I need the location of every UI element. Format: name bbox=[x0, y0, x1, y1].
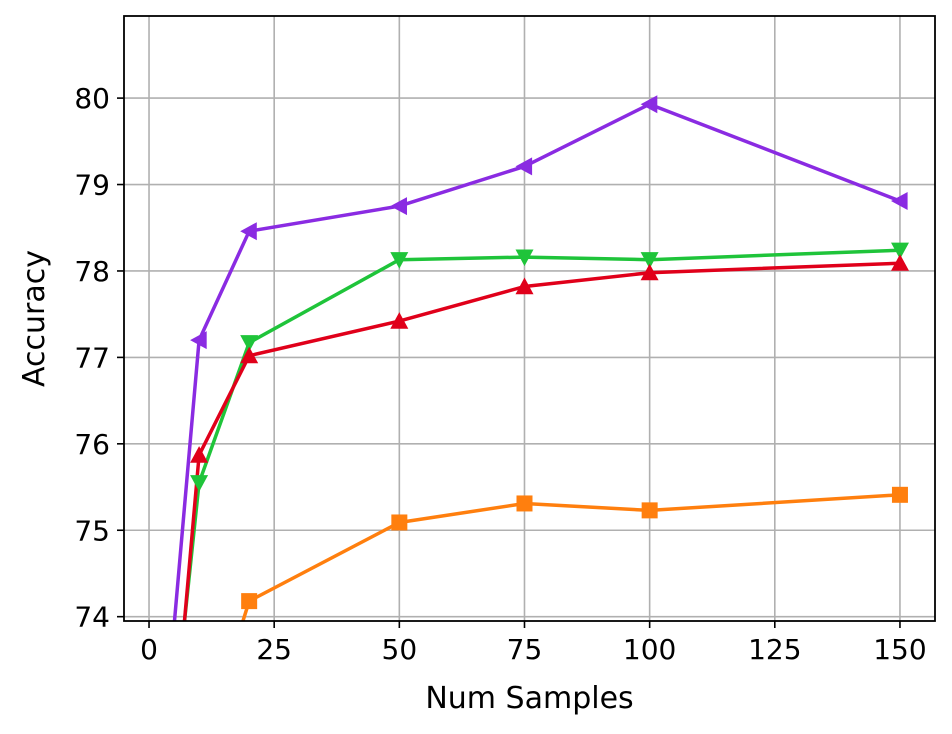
marker-group bbox=[190, 95, 909, 610]
data-point-marker bbox=[240, 335, 259, 352]
data-point-marker bbox=[640, 252, 659, 269]
x-tick-label: 25 bbox=[256, 633, 292, 666]
y-tick-label: 80 bbox=[74, 82, 110, 115]
data-point-marker bbox=[240, 222, 257, 241]
x-tick-label: 100 bbox=[623, 633, 676, 666]
data-point-marker bbox=[891, 486, 908, 503]
data-point-marker bbox=[641, 502, 658, 519]
data-point-marker bbox=[240, 346, 259, 364]
data-point-marker bbox=[241, 593, 258, 610]
data-point-marker bbox=[516, 495, 533, 512]
data-point-marker bbox=[190, 446, 209, 463]
data-point-marker bbox=[891, 242, 909, 260]
data-point-marker bbox=[515, 249, 534, 267]
x-tick-label: 50 bbox=[382, 633, 418, 666]
y-tick-label: 75 bbox=[74, 514, 110, 547]
y-tick-label: 77 bbox=[74, 341, 110, 374]
y-tick-label: 79 bbox=[74, 169, 110, 202]
y-tick-label: 78 bbox=[74, 255, 110, 288]
series-group bbox=[172, 102, 902, 621]
data-point-marker bbox=[391, 514, 408, 531]
series-line bbox=[172, 102, 902, 621]
data-point-marker bbox=[640, 263, 659, 281]
x-tick-label: 0 bbox=[140, 633, 158, 666]
x-tick-label: 75 bbox=[507, 633, 543, 666]
y-tick-label: 76 bbox=[74, 428, 110, 461]
y-axis-label: Accuracy bbox=[17, 250, 52, 387]
plot-frame bbox=[123, 15, 936, 622]
data-point-marker bbox=[390, 252, 409, 269]
series-line bbox=[241, 493, 902, 621]
ticks: 0 25 50 75 100 125 150 74 75 76 77 78 79 80 bbox=[74, 82, 926, 666]
data-point-marker bbox=[515, 277, 534, 295]
data-point-marker bbox=[891, 192, 908, 210]
x-axis-label: Num Samples bbox=[425, 681, 633, 716]
y-tick-label: 74 bbox=[74, 601, 110, 634]
data-point-marker bbox=[390, 197, 407, 216]
series-line bbox=[182, 248, 902, 621]
data-point-marker bbox=[640, 95, 658, 114]
data-point-marker bbox=[190, 475, 209, 492]
data-point-marker bbox=[190, 331, 207, 350]
x-tick-label: 125 bbox=[748, 633, 801, 666]
x-tick-label: 150 bbox=[873, 633, 926, 666]
data-point-marker bbox=[891, 254, 909, 271]
grid bbox=[124, 16, 935, 621]
data-point-marker bbox=[390, 312, 409, 329]
data-point-marker bbox=[515, 157, 533, 176]
